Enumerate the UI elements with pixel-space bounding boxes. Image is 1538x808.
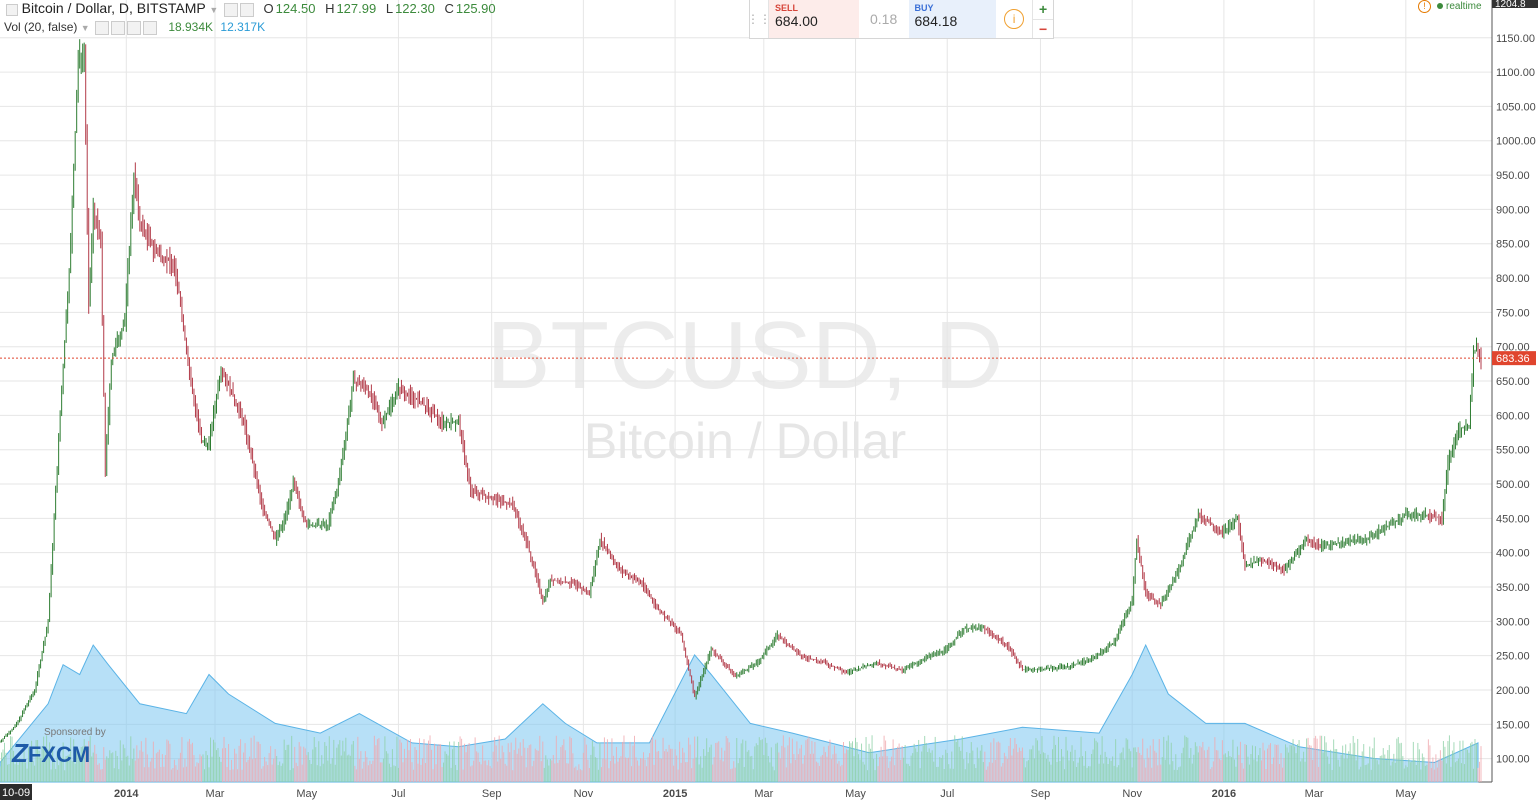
gear-icon[interactable]	[110, 20, 125, 35]
y-tick-label: 500.00	[1496, 479, 1530, 491]
top-price-badge	[1492, 0, 1538, 8]
y-tick-label: 900.00	[1496, 204, 1530, 216]
x-tick-label: May	[1395, 788, 1416, 800]
y-tick-label: 1100.00	[1496, 67, 1535, 79]
volume-value-2: 12.317K	[220, 20, 266, 34]
high-key: H	[325, 1, 335, 16]
high-value: 127.99	[336, 1, 377, 16]
y-tick-label: 350.00	[1496, 582, 1530, 594]
x-tick-label: Sep	[482, 788, 502, 800]
y-tick-label: 450.00	[1496, 513, 1530, 525]
y-tick-label: 150.00	[1496, 719, 1530, 731]
x-tick-label: Sep	[1031, 788, 1051, 800]
trade-panel: ⋮⋮ SELL 684.00 0.18 BUY 684.18 i + −	[747, 0, 1054, 39]
x-tick-label: Mar	[1305, 788, 1324, 800]
low-value: 122.30	[395, 1, 435, 16]
x-tick-label: Nov	[1122, 788, 1142, 800]
y-tick-label: 300.00	[1496, 616, 1530, 628]
last-price-badge	[1492, 351, 1536, 366]
sponsor-brand: FXCM	[27, 742, 91, 767]
sell-price: 684.00	[775, 13, 818, 29]
y-tick-label: 200.00	[1496, 685, 1530, 697]
buy-price: 684.18	[914, 13, 958, 29]
y-tick-label: 700.00	[1496, 342, 1530, 354]
x-tick-label: Mar	[754, 788, 773, 800]
fxcm-z-icon: Z	[12, 738, 28, 768]
y-tick-label: 400.00	[1496, 548, 1530, 560]
close-value: 125.90	[455, 1, 496, 16]
volume-value-1: 18.934K	[168, 20, 214, 34]
settings-icon[interactable]	[223, 2, 238, 17]
dropdown-icon[interactable]: ▼	[209, 5, 219, 15]
x-tick-label: Jul	[391, 788, 405, 800]
open-key: O	[263, 1, 274, 16]
y-tick-label: 550.00	[1496, 445, 1530, 457]
start-date-badge	[0, 784, 32, 800]
top-price-label: 1204.8	[1495, 0, 1526, 10]
x-tick-label: Nov	[574, 788, 594, 800]
settings-icon[interactable]	[94, 20, 109, 35]
close-icon[interactable]	[142, 20, 157, 35]
sponsor-text: Sponsored by	[44, 727, 106, 738]
x-tick-label: May	[845, 788, 866, 800]
drag-handle-icon[interactable]: ⋮⋮	[747, 0, 771, 38]
x-tick-label: 2015	[663, 788, 687, 800]
x-tick-label: 2014	[114, 788, 139, 800]
info-button[interactable]: i	[996, 0, 1032, 38]
x-tick-label: Jul	[940, 788, 954, 800]
volume-area	[0, 643, 1479, 783]
sponsor-logo[interactable]: Sponsored by ZFXCM	[12, 727, 106, 769]
open-value: 124.50	[275, 1, 316, 16]
low-key: L	[385, 1, 394, 16]
y-tick-label: 750.00	[1496, 307, 1530, 319]
y-tick-label: 100.00	[1496, 754, 1530, 766]
plus-button[interactable]: +	[1033, 0, 1053, 20]
y-tick-label: 800.00	[1496, 273, 1530, 285]
y-tick-label: 1150.00	[1496, 33, 1535, 45]
realtime-label: realtime	[1446, 1, 1482, 12]
y-tick-label: 250.00	[1496, 651, 1530, 663]
y-tick-label: 650.00	[1496, 376, 1530, 388]
candles	[0, 39, 1482, 782]
watermark-symbol: BTCUSD, D	[486, 302, 1003, 409]
y-tick-label: 850.00	[1496, 239, 1530, 251]
x-tick-label: Mar	[206, 788, 225, 800]
plus-icon[interactable]	[126, 20, 141, 35]
dropdown-icon[interactable]: ▼	[80, 23, 90, 33]
volume-legend: Vol (20, false) ▼ 18.934K 12.317K	[4, 20, 265, 35]
sell-button[interactable]: SELL 684.00	[769, 0, 859, 38]
buy-tag: BUY	[914, 3, 934, 13]
start-date-label: 10-09	[2, 787, 30, 799]
hide-icon[interactable]	[239, 2, 254, 17]
sell-tag: SELL	[775, 3, 799, 13]
last-price-label: 683.36	[1496, 353, 1530, 365]
buy-button[interactable]: BUY 684.18	[908, 0, 997, 38]
symbol-title: Bitcoin / Dollar, D, BITSTAMP	[21, 0, 206, 16]
x-tick-label: 2016	[1212, 788, 1236, 800]
info-icon: i	[1004, 9, 1025, 29]
minus-button[interactable]: −	[1038, 20, 1048, 37]
watermark-name: Bitcoin / Dollar	[584, 413, 906, 469]
y-tick-label: 1000.00	[1496, 136, 1536, 148]
y-tick-label: 1050.00	[1496, 101, 1536, 113]
collapse-icon[interactable]	[6, 3, 18, 16]
y-tick-label: 600.00	[1496, 410, 1530, 422]
realtime-indicator: ! realtime	[1418, 0, 1482, 13]
close-key: C	[444, 1, 454, 16]
warning-icon[interactable]: !	[1418, 0, 1431, 13]
volume-label: Vol (20, false)	[4, 20, 78, 34]
symbol-legend: Bitcoin / Dollar, D, BITSTAMP ▼ O 124.50 …	[4, 0, 496, 17]
spread-value: 0.18	[869, 11, 898, 27]
x-tick-label: May	[296, 788, 317, 800]
status-dot-icon	[1437, 3, 1443, 10]
y-tick-label: 950.00	[1496, 170, 1530, 182]
